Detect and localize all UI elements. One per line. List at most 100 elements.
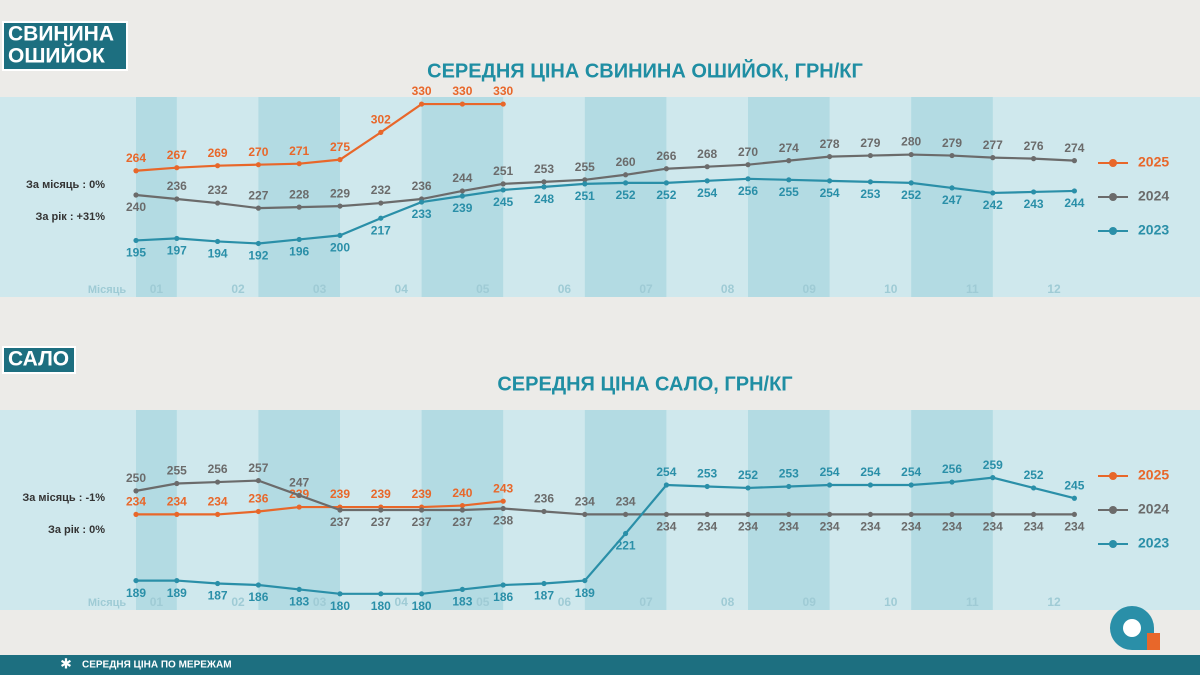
data-point: [623, 530, 629, 537]
data-label: 253: [534, 162, 554, 176]
data-label: 200: [330, 241, 350, 255]
data-label: 186: [493, 590, 513, 604]
data-label: 180: [371, 599, 391, 613]
legend-dot: [1109, 193, 1117, 201]
data-label: 270: [248, 145, 268, 159]
data-point: [174, 235, 180, 242]
data-label: 252: [616, 188, 636, 202]
data-label: 278: [820, 137, 840, 151]
legend-dot: [1109, 506, 1117, 514]
data-point: [500, 181, 506, 187]
data-point: [704, 483, 710, 490]
data-point: [867, 179, 874, 185]
legend-label: 2023: [1138, 535, 1169, 551]
data-point: [215, 580, 221, 587]
data-point: [459, 101, 465, 107]
data-label: 196: [289, 245, 309, 259]
data-point: [949, 185, 955, 191]
legend-dot: [1109, 540, 1117, 548]
data-label: 234: [575, 495, 595, 509]
data-label: 242: [983, 198, 1003, 212]
data-label: 271: [289, 144, 309, 158]
data-point: [174, 480, 180, 487]
data-point: [255, 582, 261, 588]
data-label: 189: [126, 586, 146, 600]
data-point: [459, 502, 465, 509]
data-point: [378, 507, 384, 513]
x-tick-label: 01: [150, 282, 164, 296]
data-label: 233: [412, 207, 432, 221]
data-label: 237: [412, 515, 432, 529]
data-point: [500, 582, 506, 588]
data-label: 255: [167, 464, 187, 478]
data-point: [704, 178, 710, 184]
data-point: [500, 187, 506, 193]
data-point: [990, 511, 996, 518]
data-point: [133, 237, 139, 244]
legend-label: 2025: [1138, 154, 1169, 170]
x-tick-label: 10: [884, 595, 898, 609]
data-point: [786, 483, 792, 490]
data-point: [786, 158, 792, 164]
footer-text: СЕРЕДНЯ ЦІНА ПО МЕРЕЖАМ: [82, 660, 232, 671]
data-point: [623, 172, 629, 178]
data-label: 237: [330, 515, 350, 529]
data-label: 254: [656, 465, 676, 479]
x-tick-label: 12: [1047, 282, 1061, 296]
data-label: 234: [656, 520, 676, 534]
data-point: [582, 577, 588, 584]
series-line: [135, 102, 504, 172]
data-point: [949, 511, 955, 518]
data-point: [745, 485, 751, 491]
data-label: 234: [738, 520, 758, 534]
legend-label: 2025: [1138, 467, 1169, 483]
data-point: [337, 157, 343, 163]
data-label: 251: [575, 189, 595, 203]
x-tick-label: 10: [884, 282, 898, 296]
data-label: 245: [1064, 478, 1084, 492]
panel-stripe: [911, 410, 993, 610]
data-label: 232: [208, 183, 228, 197]
data-point: [867, 511, 874, 518]
data-point: [215, 511, 221, 518]
section-tag: [2, 21, 128, 71]
data-label: 189: [167, 586, 187, 600]
series-line: [135, 479, 1075, 516]
section-label: САЛО: [8, 348, 69, 371]
data-label: 270: [738, 145, 758, 159]
panel-stripe: [748, 97, 830, 297]
data-label: 247: [289, 475, 309, 489]
data-label: 253: [860, 187, 880, 201]
data-label: 197: [167, 244, 187, 258]
data-point: [419, 101, 425, 107]
data-label: 238: [493, 514, 513, 528]
data-label: 257: [248, 461, 268, 475]
data-point: [378, 129, 384, 135]
data-label: 234: [983, 520, 1003, 534]
data-label: 239: [452, 201, 472, 215]
data-point: [1031, 156, 1037, 162]
data-point: [419, 591, 425, 597]
data-label: 183: [452, 595, 472, 609]
data-point: [704, 511, 710, 518]
data-label: 268: [697, 147, 717, 161]
data-point: [459, 193, 465, 199]
data-label: 302: [371, 113, 391, 127]
data-label: 269: [208, 146, 228, 160]
data-point: [827, 153, 833, 160]
data-label: 240: [126, 200, 146, 214]
data-point: [867, 152, 874, 159]
data-point: [255, 508, 261, 515]
data-label: 256: [208, 462, 228, 476]
series-line: [136, 476, 1075, 595]
data-point: [133, 488, 139, 494]
data-label: 239: [330, 487, 350, 501]
data-label: 274: [1064, 141, 1084, 155]
data-label: 250: [126, 471, 146, 485]
data-label: 254: [901, 465, 921, 479]
data-label: 234: [697, 520, 717, 534]
data-point: [1071, 158, 1077, 164]
data-label: 239: [371, 487, 391, 501]
x-tick-label: 05: [476, 595, 490, 609]
